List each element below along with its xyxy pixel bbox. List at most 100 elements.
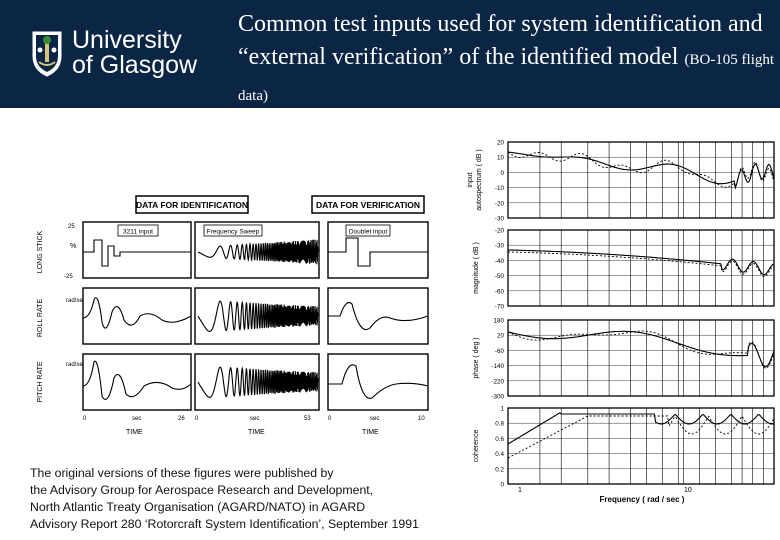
panel-1-ylabel: autospectrum ( dB ) [476, 149, 483, 210]
trace-roll-doublet [328, 301, 429, 331]
svg-text:ROLL RATE: ROLL RATE [37, 299, 44, 337]
freq-panel-3: 180 20 -60 -140 -220 -300 phase ( deg ) [473, 318, 775, 401]
x-zero-3: 0 [328, 416, 332, 422]
panel-4-ylabel: coherence [473, 430, 480, 463]
panel-4-tick: 0.6 [495, 436, 504, 443]
trace-roll-3211 [82, 297, 192, 329]
x-tick-10: 10 [684, 487, 692, 494]
panel-1-curve-solid [507, 151, 775, 190]
panel-1-tick: 0 [500, 170, 504, 177]
frequency-response-figure: 20 10 0 -10 -20 -30 input autospectrum ( dB ) -2… [462, 138, 780, 508]
y-top-tick: 25 [68, 224, 75, 230]
time-label-3: TIME [362, 429, 379, 436]
row-label-roll-rate: ROLL RATE [37, 299, 44, 337]
time-history-figure: DATA FOR IDENTIFICATION DATA FOR VERIFIC… [28, 190, 458, 445]
trace-sweep-input [197, 239, 319, 265]
panel-2-tick: -20 [495, 228, 505, 235]
x-sec-3: sec [370, 416, 379, 422]
panel-3-tick: 180 [493, 318, 504, 325]
input-3211-label: 3211 input [123, 229, 153, 236]
trace-3211-input [83, 239, 191, 267]
time-label-2: TIME [248, 429, 265, 436]
panel-3-tick: -60 [495, 348, 505, 355]
source-line-2: the Advisory Group for Aerospace Researc… [30, 483, 374, 497]
logo-line-1: University [72, 26, 182, 54]
panel-3-tick: -300 [491, 394, 504, 401]
row-label-long-stick: LONG STICK [37, 230, 44, 273]
signal-traces [82, 237, 429, 400]
x-zero-1: 0 [83, 416, 87, 422]
time-history-svg: DATA FOR IDENTIFICATION DATA FOR VERIFIC… [37, 195, 429, 436]
x-end-3: 10 [418, 416, 425, 422]
time-label-1: TIME [126, 429, 143, 436]
input-doublet-label: Doublet input [349, 229, 387, 236]
x-zero-2: 0 [195, 416, 199, 422]
source-note: The original versions of these figures w… [30, 465, 490, 533]
svg-text:PITCH RATE: PITCH RATE [37, 361, 44, 402]
panel-4-tick: 0 [500, 482, 504, 489]
y-bottom-tick: -25 [64, 274, 73, 280]
panel-2-tick: -40 [495, 258, 505, 265]
panel-3-ylabel: phase ( deg ) [473, 337, 480, 378]
panel-1-tick: 20 [497, 140, 505, 147]
university-crest-icon [32, 31, 62, 77]
panel-2-tick: -70 [495, 304, 505, 311]
panel-2-tick: -60 [495, 288, 505, 295]
verification-box [311, 195, 425, 214]
freq-panel-2: -20 -30 -40 -50 -60 -70 magnitude ( dB ) [473, 228, 775, 311]
slide-title-suffix: (BO-105 flight data) [238, 52, 775, 104]
panel-1-tick: -20 [495, 200, 505, 207]
x-end-2: 53 [304, 416, 311, 422]
panel-2-tick: -50 [495, 273, 505, 280]
trace-pitch-doublet [328, 364, 429, 399]
source-line-1: The original versions of these figures w… [30, 466, 334, 480]
panel-1-curve-dashed [507, 151, 775, 189]
source-line-4: Advisory Report 280 ‘Rotorcraft System I… [30, 517, 419, 531]
x-tick-1: 1 [518, 487, 522, 494]
logo-line-2: of Glasgow [72, 51, 198, 79]
panel-3-curve-dashed [507, 330, 775, 369]
panel-4-tick: 1 [500, 406, 504, 413]
slide-title: Common test inputs used for system ident… [238, 8, 778, 113]
svg-text:LONG STICK: LONG STICK [37, 230, 44, 273]
panel-1-ylabel: input [467, 172, 474, 187]
university-name: University of Glasgow [72, 28, 197, 78]
row-label-pitch-rate: PITCH RATE [37, 361, 44, 402]
panel-2-ylabel: magnitude ( dB ) [473, 242, 480, 294]
panel-4-tick: 0.8 [495, 421, 504, 428]
verification-label: DATA FOR VERIFICATION [316, 200, 420, 210]
unit-percent: % [70, 243, 76, 250]
trace-roll-sweep [197, 300, 319, 332]
university-logo: University of Glasgow [30, 24, 200, 84]
identification-label: DATA FOR IDENTIFICATION [136, 200, 248, 210]
header-bar: University of Glasgow Common test inputs… [0, 0, 780, 108]
panel-4-tick: 0.4 [495, 451, 504, 458]
panel-1-tick: 10 [497, 155, 505, 162]
unit-rad-sec-roll: rad/sec [66, 298, 86, 304]
x-sec-2: sec [250, 416, 259, 422]
slide-title-main: Common test inputs used for system ident… [238, 11, 763, 70]
x-sec-1: sec [132, 416, 141, 422]
x-end-1: 26 [178, 416, 185, 422]
panel-2-curve-dashed [508, 251, 775, 278]
panel-2-curve-solid [508, 249, 775, 276]
trace-pitch-3211 [82, 360, 192, 400]
panel-4-tick: 0.2 [495, 466, 504, 473]
panel-3-tick: 20 [497, 333, 505, 340]
panel-4-curve-solid [507, 412, 775, 445]
trace-doublet-input [328, 237, 428, 267]
freq-panel-4: 1 0.8 0.6 0.4 0.2 0 coherence [473, 406, 775, 489]
freq-panel-1: 20 10 0 -10 -20 -30 input autospectrum ( dB ) [467, 140, 775, 223]
source-line-3: North Atlantic Treaty Organisation (AGAR… [30, 500, 366, 514]
panel-2-tick: -30 [495, 243, 505, 250]
unit-rad-sec-pitch: rad/sec [66, 362, 86, 368]
frequency-axis-label: Frequency ( rad / sec ) [600, 495, 685, 504]
input-sweep-label: Frequency Sweep [207, 229, 260, 236]
panel-1-tick: -30 [495, 216, 505, 223]
panel-1-tick: -10 [495, 185, 505, 192]
panel-3-curve-solid [507, 330, 775, 368]
trace-pitch-sweep [197, 366, 319, 398]
panel-3-tick: -220 [491, 378, 504, 385]
identification-box [135, 195, 249, 214]
